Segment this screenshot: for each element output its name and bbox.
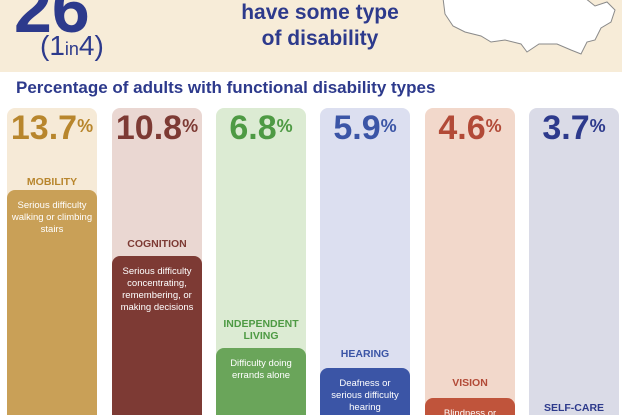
value-number: 5.9 <box>333 109 381 147</box>
value-label: 3.7% <box>529 108 619 148</box>
bar <box>216 348 306 415</box>
value-number: 13.7 <box>10 109 78 147</box>
value-label: 13.7% <box>7 108 97 148</box>
ratio-text: (1in4) <box>40 30 104 61</box>
bar <box>425 398 515 415</box>
headline: have some type of disability <box>200 0 440 52</box>
value-label: 6.8% <box>216 108 306 148</box>
column-mobility: 13.7% MOBILITY Serious difficulty walking … <box>7 108 97 415</box>
bar-description: Serious difficulty concentrating, rememb… <box>120 266 194 313</box>
value-label: 10.8% <box>112 108 202 148</box>
value-label: 5.9% <box>320 108 410 148</box>
value-number: 6.8 <box>229 109 277 147</box>
chart-title: Percentage of adults with functional dis… <box>16 78 436 97</box>
value-label: 4.6% <box>425 108 515 148</box>
ratio-four: 4 <box>78 30 95 61</box>
category-label: HEARING <box>340 348 390 360</box>
category-label: SELF-CARE <box>543 402 605 414</box>
column-background <box>320 108 410 415</box>
category-label: VISION <box>452 377 488 389</box>
value-number: 10.8 <box>115 109 183 147</box>
header-banner: 26 (1in4) have some type of disability <box>0 0 622 72</box>
bar-description: Difficulty doing errands alone <box>230 358 292 381</box>
big-percent-number: 26 <box>14 0 90 47</box>
bar <box>320 368 410 415</box>
value-unit: % <box>182 116 199 136</box>
category-label: COGNITION <box>127 238 187 250</box>
value-unit: % <box>276 116 293 136</box>
category-label: INDEPENDENT LIVING <box>223 318 299 342</box>
ratio-in: in <box>64 39 79 59</box>
bar <box>7 190 97 415</box>
bar-description: Deafness or serious difficulty hearing <box>331 378 399 413</box>
headline-line-2: of disability <box>261 27 379 50</box>
bar-description: Serious difficulty walking or climbing s… <box>11 200 93 235</box>
category-label: MOBILITY <box>26 176 78 188</box>
ratio-one: 1 <box>49 30 65 61</box>
column-independent-living: 6.8% INDEPENDENT LIVING Difficulty doing er… <box>216 108 306 415</box>
headline-line-1: have some type <box>241 1 399 24</box>
value-unit: % <box>589 116 606 136</box>
value-unit: % <box>77 116 94 136</box>
column-background <box>529 108 619 415</box>
column-self-care: 3.7% SELF-CARE <box>529 108 619 415</box>
value-unit: % <box>380 116 397 136</box>
value-number: 4.6 <box>438 109 486 147</box>
bar-description: Blindness or <box>443 408 497 415</box>
column-background <box>425 108 515 415</box>
value-unit: % <box>485 116 502 136</box>
bar <box>112 256 202 415</box>
us-map-icon <box>442 0 616 55</box>
column-vision: 4.6% VISION Blindness or <box>425 108 515 415</box>
column-cognition: 10.8% COGNITION Serious difficulty concent… <box>112 108 202 415</box>
value-number: 3.7 <box>542 109 590 147</box>
column-hearing: 5.9% HEARING Deafness or serious difficult… <box>320 108 410 415</box>
